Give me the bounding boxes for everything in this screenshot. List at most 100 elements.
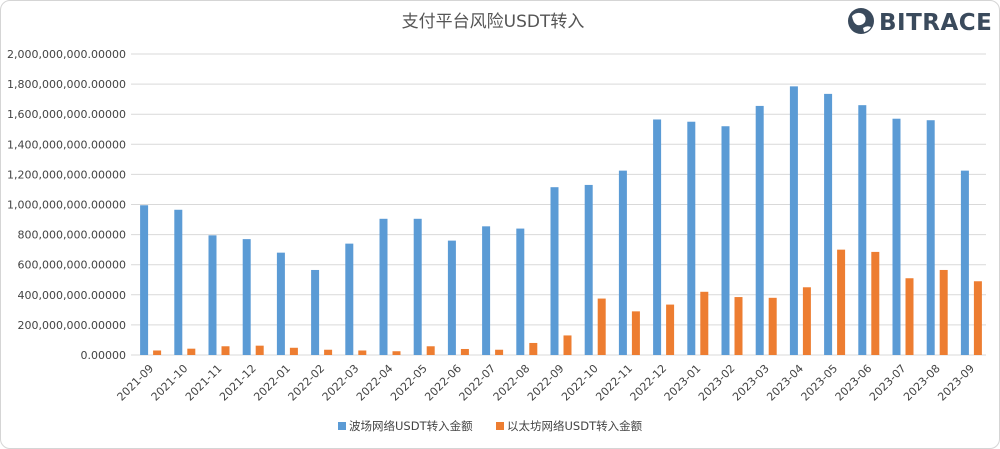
bar-tron-2021-11	[208, 235, 217, 355]
legend-label-ethereum: 以太坊网络USDT转入金额	[507, 419, 643, 433]
bar-ethereum-2022-02	[324, 349, 333, 355]
bar-ethereum-2022-05	[426, 346, 435, 355]
x-tick-label: 2021-11	[183, 362, 225, 404]
y-tick-label: 0.00000	[81, 349, 127, 362]
legend: 波场网络USDT转入金额 以太坊网络USDT转入金额	[338, 419, 643, 433]
bar-ethereum-2023-03	[768, 297, 777, 355]
y-tick-label: 400,000,000.00000	[18, 289, 126, 302]
x-tick-label: 2022-02	[286, 362, 328, 404]
x-tick-label: 2023-03	[730, 362, 772, 404]
y-tick-label: 200,000,000.00000	[18, 319, 126, 332]
y-tick-label: 1,000,000,000.00000	[7, 199, 126, 212]
bar-ethereum-2023-09	[973, 281, 982, 355]
legend-label-tron: 波场网络USDT转入金额	[349, 419, 473, 433]
bar-ethereum-2022-06	[460, 348, 469, 355]
x-tick-label: 2022-11	[593, 362, 635, 404]
bar-ethereum-2022-09	[563, 335, 572, 355]
bar-tron-2021-09	[140, 205, 149, 355]
bar-ethereum-2023-07	[905, 278, 914, 355]
bar-ethereum-2022-10	[597, 298, 606, 355]
bar-tron-2023-01	[687, 121, 696, 355]
x-tick-label: 2023-04	[764, 362, 806, 404]
bar-ethereum-2021-12	[255, 345, 264, 355]
bar-tron-2022-11	[618, 170, 627, 355]
bar-tron-2023-02	[721, 126, 730, 356]
bar-ethereum-2022-07	[495, 349, 504, 355]
bar-tron-2023-09	[960, 170, 969, 355]
x-tick-label: 2022-05	[388, 362, 430, 404]
brand-logo: BITRACE	[848, 8, 992, 36]
x-tick-label: 2022-12	[628, 362, 670, 404]
bar-ethereum-2023-02	[734, 297, 743, 355]
bar-ethereum-2023-05	[837, 249, 846, 355]
y-tick-label: 1,800,000,000.00000	[7, 78, 126, 91]
x-tick-label: 2022-01	[251, 362, 293, 404]
x-tick-label: 2022-04	[354, 362, 396, 404]
bar-ethereum-2022-08	[529, 342, 538, 355]
brand-logo-text: BITRACE	[879, 10, 992, 36]
y-tick-label: 1,600,000,000.00000	[7, 108, 126, 121]
y-axis-ticks: 0.00000 200,000,000.00000 400,000,000.0000…	[7, 48, 126, 362]
bar-tron-2021-12	[242, 239, 251, 355]
bar-tron-2021-10	[174, 209, 183, 355]
bar-tron-2022-09	[550, 187, 559, 355]
x-axis-ticks: 2021-092021-102021-112021-122022-012022-…	[115, 362, 977, 404]
bar-ethereum-2022-04	[392, 351, 401, 355]
x-tick-label: 2021-09	[115, 362, 157, 404]
x-tick-label: 2022-06	[422, 362, 464, 404]
bar-tron-2022-05	[413, 218, 422, 355]
bar-tron-2022-08	[516, 228, 525, 355]
bar-tron-2023-06	[858, 105, 867, 355]
y-tick-label: 2,000,000,000.00000	[7, 48, 126, 61]
bar-ethereum-2021-10	[187, 348, 196, 355]
y-tick-label: 800,000,000.00000	[18, 229, 126, 242]
bar-tron-2022-02	[311, 269, 320, 355]
x-tick-label: 2023-07	[867, 362, 909, 404]
bar-tron-2022-06	[447, 240, 456, 355]
x-tick-label: 2023-01	[662, 362, 704, 404]
bar-ethereum-2023-01	[700, 291, 709, 355]
globe-icon	[848, 8, 874, 34]
bar-ethereum-2023-08	[939, 269, 948, 355]
y-tick-label: 600,000,000.00000	[18, 259, 126, 272]
x-tick-label: 2021-12	[217, 362, 259, 404]
bar-tron-2023-08	[926, 120, 935, 355]
y-tick-label: 1,200,000,000.00000	[7, 168, 126, 181]
legend-swatch-tron	[338, 422, 346, 430]
x-tick-label: 2023-06	[833, 362, 875, 404]
x-tick-label: 2022-03	[320, 362, 362, 404]
bar-ethereum-2022-11	[631, 311, 640, 355]
x-tick-label: 2023-08	[901, 362, 943, 404]
bar-tron-2022-12	[653, 119, 662, 355]
bar-tron-2023-07	[892, 118, 901, 355]
x-tick-label: 2022-08	[491, 362, 533, 404]
bar-ethereum-2021-11	[221, 346, 230, 355]
bar-tron-2022-03	[345, 243, 354, 355]
y-tick-label: 1,400,000,000.00000	[7, 138, 126, 151]
bar-ethereum-2022-03	[358, 350, 367, 355]
bar-tron-2022-10	[584, 184, 593, 355]
bar-tron-2022-07	[482, 226, 491, 355]
x-tick-label: 2023-05	[799, 362, 841, 404]
x-tick-label: 2022-10	[559, 362, 601, 404]
x-tick-label: 2021-10	[149, 362, 191, 404]
x-tick-label: 2022-07	[457, 362, 499, 404]
bar-tron-2022-01	[276, 252, 285, 355]
x-tick-label: 2023-02	[696, 362, 738, 404]
bar-tron-2023-05	[824, 93, 833, 355]
bar-ethereum-2023-04	[802, 287, 811, 355]
bar-ethereum-2022-12	[666, 304, 675, 355]
bar-tron-2023-04	[789, 86, 798, 356]
chart-title: 支付平台风险USDT转入	[402, 12, 585, 32]
bar-ethereum-2021-09	[153, 350, 162, 355]
bar-ethereum-2022-01	[289, 347, 298, 355]
bar-tron-2023-03	[755, 105, 764, 355]
legend-swatch-ethereum	[496, 422, 504, 430]
x-tick-label: 2023-09	[935, 362, 977, 404]
bar-ethereum-2023-06	[871, 251, 880, 355]
x-tick-label: 2022-09	[525, 362, 567, 404]
bars	[140, 86, 982, 356]
bar-tron-2022-04	[379, 218, 388, 355]
